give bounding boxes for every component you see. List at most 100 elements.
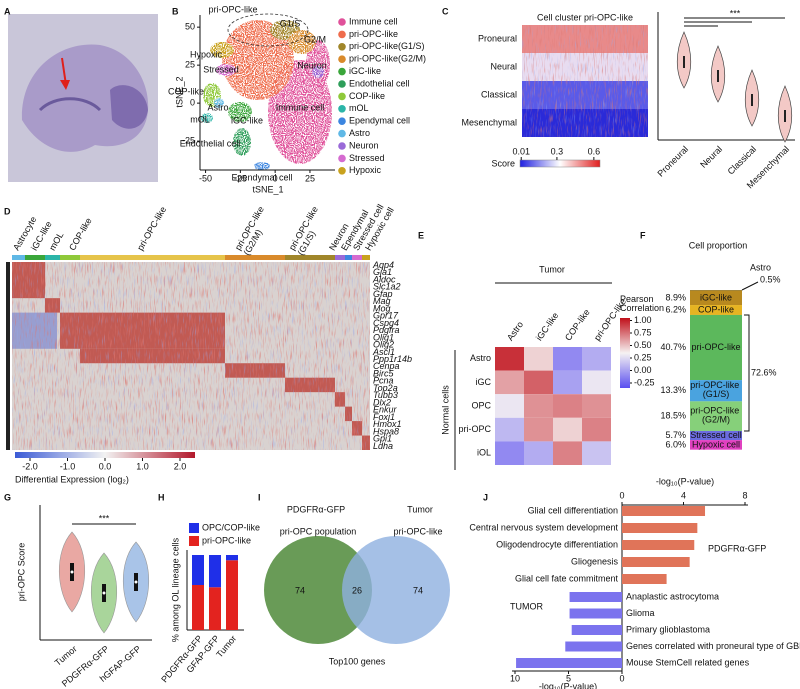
cluster-region: [312, 66, 324, 78]
legend-label: mOL: [349, 103, 369, 113]
cluster-label: iGC-like: [231, 115, 263, 125]
gene-label: Aqp4: [372, 260, 394, 270]
cluster-strip: [335, 255, 345, 260]
legend-label: Astro: [349, 128, 370, 138]
series-label: TUMOR: [510, 601, 543, 611]
cluster-region: [214, 98, 224, 108]
cluster-label: Hypoxic: [190, 49, 223, 59]
panel-label: F: [640, 230, 646, 240]
heat-noise: [12, 262, 370, 450]
y-tick-label: -25: [182, 136, 195, 146]
cluster-strip: [285, 255, 335, 260]
gene-label: Enkur: [373, 405, 398, 415]
row-label: Proneural: [478, 33, 517, 43]
x-tick-label: -50: [199, 173, 212, 183]
heatmap-cell: [495, 394, 524, 418]
bar-segment: [192, 555, 204, 585]
colorbar-tick-label: -0.25: [634, 377, 655, 387]
cluster-region: [216, 64, 236, 76]
value-label: 13.3%: [660, 385, 686, 395]
heatmap-cell: [582, 370, 611, 395]
gene-label: Mog: [373, 303, 391, 313]
legend-swatch: [338, 129, 346, 138]
legend-label: iGC-like: [349, 66, 381, 76]
cluster-strip: [352, 255, 362, 260]
value-label: 6.0%: [665, 439, 686, 449]
colorbar-tick-label: 0.50: [634, 340, 652, 350]
heatmap-cell: [582, 417, 611, 442]
colorbar-label: Score: [491, 158, 515, 168]
cluster-label: Stressed: [203, 64, 239, 74]
cluster-region: [288, 30, 316, 54]
bar-segment: [192, 585, 204, 630]
y-tick-label: 50: [185, 22, 195, 32]
group-title: Tumor: [539, 264, 565, 274]
row-label: Astro: [470, 353, 491, 363]
gene-label: Aldoc: [372, 274, 396, 284]
category-label: Anaplastic astrocytoma: [626, 591, 719, 601]
x-axis-label: -log₁₀(P-value): [656, 476, 714, 486]
heatmap-cell: [524, 441, 553, 465]
value-label: 18.5%: [660, 411, 686, 421]
panel-label: I: [258, 492, 261, 502]
gene-label: Pcna: [373, 376, 394, 386]
cluster-strip: [45, 255, 60, 260]
legend-label: pri-OPC-like(G1/S): [349, 41, 425, 51]
heatmap-cell: [495, 417, 524, 442]
y-axis-label: pri-OPC Score: [16, 543, 26, 602]
bar: [622, 574, 667, 584]
value-label: 8.9%: [665, 292, 686, 302]
colorbar-tick-label: 0.25: [634, 352, 652, 362]
legend-swatch: [338, 30, 346, 39]
panel-label: J: [483, 492, 488, 502]
value-label: 0.5%: [760, 274, 781, 284]
bar: [569, 608, 622, 619]
leader-line: [741, 281, 759, 291]
gene-label: Dlx2: [373, 397, 391, 407]
x-tick-label: -25: [234, 173, 247, 183]
category-label: Central nervous system development: [469, 522, 618, 532]
value-label: 40.7%: [660, 342, 686, 352]
cluster-strip: [345, 255, 352, 260]
segment-label: COP-like: [698, 304, 734, 314]
gene-label: Ppp1r14b: [373, 354, 412, 364]
cluster-label: Neuron: [297, 60, 327, 70]
legend-label: pri-OPC-like: [349, 29, 398, 39]
gene-label: Mag: [373, 296, 391, 306]
bar-segment: [690, 290, 742, 306]
row-label: Neural: [490, 61, 517, 71]
heatmap-cell: [553, 347, 582, 371]
colorbar-label: Pearson Correlation: [620, 294, 664, 313]
bar-segment: [209, 587, 221, 630]
cluster-strip: [80, 255, 225, 260]
cluster-label: Ependymal cell: [231, 172, 292, 182]
heatmap-cell: [524, 394, 553, 418]
cluster-strip: [60, 255, 80, 260]
legend-swatch: [338, 18, 346, 26]
colorbar-tick-label: -1.0: [60, 461, 76, 471]
legend-swatch: [338, 117, 346, 125]
heatmap-title: Cell cluster pri-OPC-like: [537, 12, 633, 22]
legend-swatch: [189, 536, 199, 546]
heatmap-cell: [582, 347, 611, 371]
gene-label: Gpr17: [373, 311, 399, 321]
segment-label: iGC-like: [700, 292, 732, 302]
column-label: Astro: [505, 320, 525, 343]
gene-label: Cenpa: [373, 361, 400, 371]
y-axis-label: % among OL lineage cells: [170, 537, 180, 642]
segment-label: Astro: [750, 262, 771, 272]
heatmap-cell: [495, 370, 524, 395]
bar: [516, 658, 622, 668]
x-tick-label: 0: [619, 490, 624, 500]
bar-segment: [690, 290, 742, 291]
heatmap-cell: [553, 394, 582, 418]
bar: [622, 506, 706, 516]
colorbar-tick-label: 0.75: [634, 327, 652, 337]
colorbar-tick-label: 0.6: [588, 146, 601, 156]
gene-label: Olig2: [373, 340, 394, 350]
column-label: pri-OPC-like (G2/M): [233, 203, 276, 258]
colorbar-tick-label: -2.0: [22, 461, 38, 471]
colorbar: [519, 159, 601, 168]
colorbar-tick-label: 1.00: [634, 315, 652, 325]
cluster-region: [306, 40, 330, 88]
